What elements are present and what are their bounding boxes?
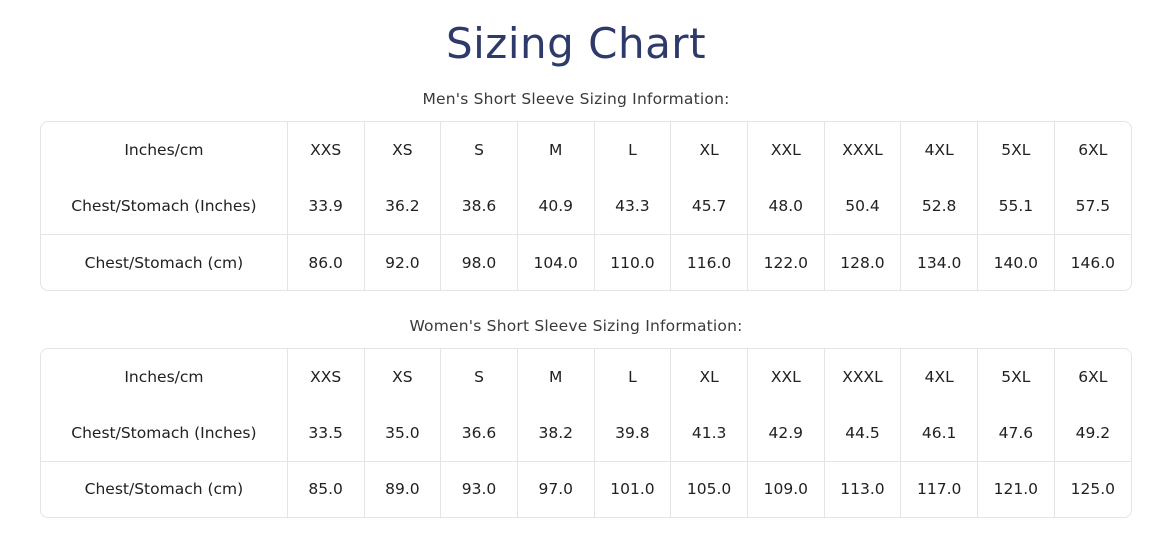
measurement-cell: 101.0 [594, 461, 672, 518]
measurement-row: Chest/Stomach (cm) 86.0 92.0 98.0 104.0 110.0… [41, 234, 1131, 291]
size-header-cell: M [517, 349, 595, 406]
measurement-cell: 128.0 [824, 234, 902, 291]
mens-sizing-table: Inches/cm XXS XS S M L XL XXL XXXL 4XL 5XL 6XL Chest… [40, 121, 1132, 292]
size-header-cell: XXS [287, 122, 365, 179]
size-header-row: Inches/cm XXS XS S M L XL XXL XXXL 4XL 5XL 6XL [41, 349, 1131, 406]
measurement-cell: 40.9 [517, 178, 595, 235]
measurement-cell: 134.0 [900, 234, 979, 291]
measurement-cell: 44.5 [824, 405, 902, 462]
row-label-cell: Chest/Stomach (cm) [41, 234, 288, 291]
size-header-cell: L [594, 349, 672, 406]
measurement-cell: 48.0 [747, 178, 825, 235]
size-header-cell: L [594, 122, 672, 179]
measurement-cell: 36.6 [440, 405, 518, 462]
measurement-row: Chest/Stomach (Inches) 33.5 35.0 36.6 38.2 39… [41, 405, 1131, 462]
size-header-cell: M [517, 122, 595, 179]
measurement-cell: 38.6 [440, 178, 518, 235]
measurement-cell: 89.0 [364, 461, 442, 518]
measurement-cell: 85.0 [287, 461, 365, 518]
measurement-cell: 45.7 [670, 178, 748, 235]
womens-sizing-table: Inches/cm XXS XS S M L XL XXL XXXL 4XL 5XL 6XL Chest… [40, 348, 1132, 519]
size-header-cell: XXL [747, 349, 825, 406]
mens-sizing-section: Men's Short Sleeve Sizing Information: I… [0, 90, 1152, 292]
size-header-cell: S [440, 349, 518, 406]
womens-sizing-table-grid: Inches/cm XXS XS S M L XL XXL XXXL 4XL 5XL 6XL Chest… [41, 349, 1131, 518]
measurement-cell: 146.0 [1070, 253, 1116, 272]
measurement-cell: 55.1 [977, 178, 1055, 235]
mens-section-heading: Men's Short Sleeve Sizing Information: [422, 89, 730, 108]
size-header-cell: 6XL [1078, 141, 1108, 160]
sizing-chart-page: Sizing Chart Men's Short Sleeve Sizing I… [0, 16, 1152, 519]
size-header-cell: S [440, 122, 518, 179]
measurement-cell: 121.0 [977, 461, 1055, 518]
size-header-cell: 5XL [977, 122, 1055, 179]
measurement-cell: 57.5 [1054, 178, 1131, 235]
size-header-cell: 5XL [977, 349, 1055, 406]
measurement-cell: 105.0 [670, 461, 748, 518]
measurement-row: Chest/Stomach (Inches) 33.9 36.2 38.6 40.9 43… [41, 178, 1131, 235]
size-header-cell: XL [670, 349, 748, 406]
measurement-cell: 38.2 [517, 405, 595, 462]
size-header-cell: XXL [747, 122, 825, 179]
measurement-cell: 42.9 [747, 405, 825, 462]
measurement-cell: 43.3 [594, 178, 672, 235]
measurement-cell: 36.2 [364, 178, 442, 235]
units-header-cell: Inches/cm [41, 349, 288, 406]
measurement-row: Chest/Stomach (cm) 85.0 89.0 93.0 97.0 101.0 1… [41, 461, 1131, 518]
size-header-cell: XXS [287, 349, 365, 406]
measurement-cell: 104.0 [517, 234, 595, 291]
measurement-cell: 33.9 [287, 178, 365, 235]
size-header-cell: 6XL [1078, 368, 1108, 387]
measurement-cell: 39.8 [594, 405, 672, 462]
size-header-cell: 4XL [900, 349, 979, 406]
measurement-cell: 97.0 [517, 461, 595, 518]
measurement-cell: 86.0 [287, 234, 365, 291]
womens-sizing-section: Women's Short Sleeve Sizing Information:… [0, 317, 1152, 519]
page-title: Sizing Chart [445, 19, 707, 68]
size-header-cell: XXXL [824, 122, 902, 179]
row-label-cell: Chest/Stomach (cm) [41, 461, 288, 518]
row-label-cell: Chest/Stomach (Inches) [41, 405, 288, 462]
size-header-cell: XS [364, 349, 442, 406]
size-header-row: Inches/cm XXS XS S M L XL XXL XXXL 4XL 5XL 6XL [41, 122, 1131, 179]
measurement-cell: 46.1 [900, 405, 979, 462]
row-label-cell: Chest/Stomach (Inches) [41, 178, 288, 235]
measurement-cell: 93.0 [440, 461, 518, 518]
size-header-cell: XXXL [824, 349, 902, 406]
measurement-cell: 116.0 [670, 234, 748, 291]
measurement-cell: 41.3 [670, 405, 748, 462]
measurement-cell: 50.4 [824, 178, 902, 235]
measurement-cell: 52.8 [900, 178, 979, 235]
size-header-cell: XL [670, 122, 748, 179]
size-header-cell: XS [364, 122, 442, 179]
size-header-cell: 4XL [900, 122, 979, 179]
measurement-cell: 110.0 [594, 234, 672, 291]
measurement-cell: 35.0 [364, 405, 442, 462]
measurement-cell: 122.0 [747, 234, 825, 291]
units-header-cell: Inches/cm [41, 122, 288, 179]
measurement-cell: 92.0 [364, 234, 442, 291]
measurement-cell: 109.0 [747, 461, 825, 518]
measurement-cell: 33.5 [287, 405, 365, 462]
mens-sizing-table-grid: Inches/cm XXS XS S M L XL XXL XXXL 4XL 5XL 6XL Chest… [41, 122, 1131, 291]
measurement-cell: 47.6 [977, 405, 1055, 462]
measurement-cell: 98.0 [440, 234, 518, 291]
measurement-cell: 113.0 [824, 461, 902, 518]
measurement-cell: 140.0 [977, 234, 1055, 291]
measurement-cell: 125.0 [1070, 480, 1116, 499]
measurement-cell: 117.0 [900, 461, 979, 518]
womens-section-heading: Women's Short Sleeve Sizing Information: [409, 317, 743, 336]
measurement-cell: 49.2 [1054, 405, 1131, 462]
